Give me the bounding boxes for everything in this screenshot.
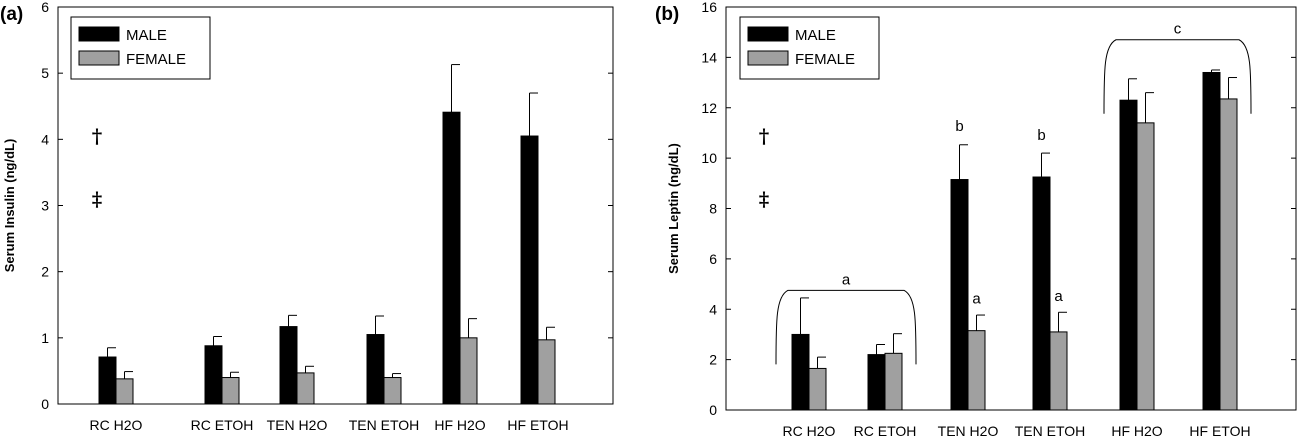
panel-label: (a)	[0, 4, 23, 25]
bar-female	[537, 339, 556, 405]
bar-male	[791, 333, 810, 411]
bar-male	[520, 135, 539, 405]
y-tick-label: 1	[41, 330, 49, 346]
bar-female	[296, 372, 315, 405]
bar-female	[383, 377, 402, 405]
legend-swatch-female	[747, 50, 789, 66]
y-tick-label: 16	[701, 0, 717, 15]
y-tick-label: 8	[709, 201, 717, 217]
group-annotation-letter: a	[842, 271, 851, 288]
y-tick-label: 6	[709, 251, 717, 267]
legend-label-female: FEMALE	[126, 51, 186, 68]
x-category-label: TEN ETOH	[1015, 423, 1086, 439]
bar-annotation-letter: b	[955, 118, 963, 135]
x-category-label: TEN H2O	[938, 423, 999, 439]
y-tick-label: 4	[709, 301, 717, 317]
panel-label: (b)	[655, 4, 679, 25]
bar-annotation-letter: a	[1054, 288, 1063, 305]
significance-symbol: ‡	[759, 187, 769, 211]
y-tick-label: 0	[41, 396, 49, 412]
bar-male	[950, 179, 969, 411]
legend-swatch-male	[78, 26, 120, 42]
x-category-label: RC ETOH	[191, 417, 254, 433]
y-tick-label: 6	[41, 0, 49, 15]
legend-label-male: MALE	[126, 27, 167, 44]
y-axis-label: Serum Insulin (ng/dL)	[2, 139, 17, 273]
x-category-label: HF ETOH	[1189, 423, 1250, 439]
bar-female	[884, 352, 903, 411]
y-tick-label: 4	[41, 131, 49, 147]
significance-symbol: †	[759, 124, 769, 148]
y-tick-label: 10	[701, 150, 717, 166]
y-tick-label: 3	[41, 198, 49, 214]
bar-male	[1032, 176, 1051, 411]
bar-male	[204, 345, 223, 405]
bar-female	[967, 330, 986, 411]
legend-label-male: MALE	[795, 27, 836, 44]
bar-male	[279, 326, 298, 405]
y-tick-label: 2	[709, 352, 717, 368]
bar-male	[98, 356, 117, 405]
y-tick-label: 14	[701, 49, 717, 65]
x-category-label: TEN H2O	[267, 417, 328, 433]
bar-male	[1119, 99, 1138, 411]
bar-female	[1219, 98, 1238, 411]
significance-symbol: †	[92, 124, 102, 148]
y-tick-label: 0	[709, 402, 717, 418]
bar-female	[1049, 331, 1068, 411]
y-tick-label: 2	[41, 264, 49, 280]
bar-female	[115, 378, 134, 405]
x-category-label: RC H2O	[90, 417, 143, 433]
bar-female	[808, 367, 827, 411]
y-tick-label: 12	[701, 100, 717, 116]
bar-female	[1136, 122, 1155, 411]
x-category-label: HF H2O	[434, 417, 485, 433]
x-category-label: RC H2O	[783, 423, 836, 439]
legend-label-female: FEMALE	[795, 51, 855, 68]
x-category-label: HF ETOH	[507, 417, 568, 433]
x-category-label: HF H2O	[1111, 423, 1162, 439]
x-category-label: RC ETOH	[854, 423, 917, 439]
x-category-label: TEN ETOH	[349, 417, 420, 433]
significance-symbol: ‡	[92, 187, 102, 211]
bar-female	[459, 337, 478, 405]
y-tick-label: 5	[41, 65, 49, 81]
bar-annotation-letter: b	[1037, 127, 1045, 144]
y-axis-label: Serum Leptin (ng/dL)	[666, 143, 681, 274]
bar-male	[366, 334, 385, 405]
bar-female	[221, 377, 240, 405]
bar-male	[867, 354, 886, 411]
group-annotation-letter: c	[1174, 21, 1182, 38]
group-bracket	[775, 289, 917, 365]
bar-male	[442, 111, 461, 405]
legend-swatch-male	[747, 26, 789, 42]
panel-a: (a) 0 1 2 3 4 5 6 Serum Insulin (ng/dL) RC H2O RC …	[0, 0, 614, 433]
bar-annotation-letter: a	[972, 291, 981, 308]
group-bracket	[1103, 39, 1252, 114]
bar-male	[1202, 71, 1221, 411]
legend-swatch-female	[78, 50, 120, 66]
panel-b: (b) 0 2 4 6 8 10 12 14 16 Serum Leptin (ng/dL) RC H…	[655, 0, 1297, 439]
